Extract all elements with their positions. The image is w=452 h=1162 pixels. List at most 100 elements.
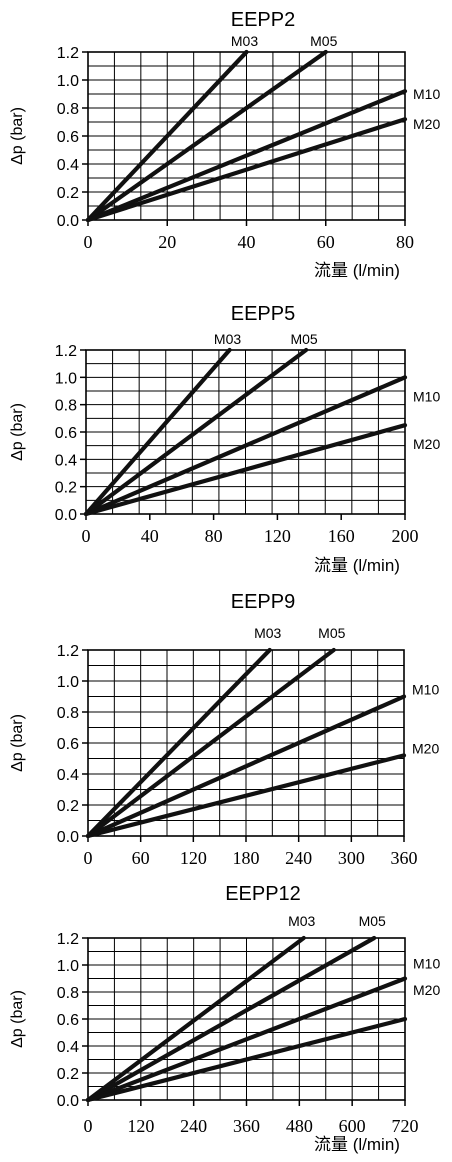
series-label-m10: M10 <box>412 682 439 698</box>
chart-title: EEPP12 <box>225 883 301 905</box>
series-label-m20: M20 <box>413 116 440 132</box>
x-tick-label: 0 <box>82 526 91 546</box>
y-tick-label: 0.0 <box>57 213 79 230</box>
y-tick-label: 1.0 <box>57 958 79 975</box>
y-tick-label: 0.8 <box>57 985 79 1002</box>
x-tick-label: 120 <box>127 1116 154 1136</box>
series-line-m10 <box>85 694 407 839</box>
x-tick-label: 0 <box>84 1116 93 1136</box>
series-label-m05: M05 <box>290 331 317 347</box>
series-label-m10: M10 <box>413 956 440 972</box>
grid <box>87 937 406 1101</box>
x-tick-label: 240 <box>285 848 312 868</box>
y-tick-label: 1.0 <box>55 370 77 387</box>
y-tick-label: 1.2 <box>57 45 79 62</box>
series-line-m10 <box>85 976 408 1103</box>
y-tick-label: 1.2 <box>57 643 79 660</box>
y-tick-label: 0.6 <box>57 129 79 146</box>
x-tick-label: 360 <box>233 1116 260 1136</box>
y-tick-label: 0.6 <box>57 1012 79 1029</box>
y-tick-label: 0.2 <box>55 480 77 497</box>
y-tick-label: 0.4 <box>57 157 79 174</box>
x-tick-label: 180 <box>233 848 260 868</box>
x-tick-label: 20 <box>158 232 176 252</box>
x-tick-label: 80 <box>396 232 414 252</box>
chart-svg: EEPP5 0.0 0.2 0.4 0.6 0.8 1.0 1.2 0 40 80 120 160 200… <box>9 303 440 575</box>
series-label-m10: M10 <box>413 388 440 404</box>
series-line-m05 <box>85 49 328 223</box>
chart-title: EEPP2 <box>231 9 295 31</box>
y-tick-label: 0.8 <box>57 101 79 118</box>
grid <box>85 349 406 515</box>
series-label-m03: M03 <box>214 331 241 347</box>
chart-svg: EEPP9 0.0 0.2 0.4 0.6 0.8 1.0 1.2 0 60 120 180 240 30… <box>9 591 439 894</box>
y-tick-label: 0.2 <box>57 185 79 202</box>
series-label-m20: M20 <box>413 436 440 452</box>
chart-title: EEPP5 <box>231 303 295 325</box>
y-tick-label: 0.4 <box>55 452 77 469</box>
x-tick-label: 0 <box>84 232 93 252</box>
series-line-m20 <box>85 753 407 839</box>
chart-panel-eepp5: EEPP5 0.0 0.2 0.4 0.6 0.8 1.0 1.2 0 40 80 120 160 200… <box>0 296 452 584</box>
series-line-m03 <box>83 347 232 517</box>
y-tick-label: 0.6 <box>57 736 79 753</box>
series-line-m03 <box>85 49 249 223</box>
series-label-m20: M20 <box>413 982 440 998</box>
x-tick-label: 60 <box>132 848 150 868</box>
y-tick-label: 0.6 <box>55 425 77 442</box>
y-tick-label: 0.2 <box>57 798 79 815</box>
chart-panel-eepp12: EEPP12 0.0 0.2 0.4 0.6 0.8 1.0 1.2 0 120 240 360 480… <box>0 874 452 1157</box>
series-line-m20 <box>85 117 408 223</box>
series-line-m05 <box>85 647 336 839</box>
x-tick-label: 720 <box>392 1116 419 1136</box>
x-axis-label: 流量 (l/min) <box>314 1135 400 1154</box>
y-tick-label: 1.2 <box>57 931 79 948</box>
y-tick-label: 1.2 <box>55 343 77 360</box>
y-tick-label: 1.0 <box>57 73 79 90</box>
series-label-m05: M05 <box>359 913 386 929</box>
series-line-m20 <box>85 1016 408 1103</box>
x-tick-label: 300 <box>338 848 365 868</box>
x-tick-label: 0 <box>84 848 93 868</box>
chart-svg: EEPP2 0.0 0.2 0.4 0.6 0.8 1.0 1.2 0 20 40 60 80 Δp (b… <box>9 9 440 280</box>
series-line-m10 <box>83 375 408 517</box>
series-label-m05: M05 <box>310 33 337 49</box>
x-axis-label: 流量 (l/min) <box>314 261 400 280</box>
chart-title: EEPP9 <box>231 591 295 613</box>
x-tick-label: 80 <box>205 526 223 546</box>
y-axis-label: Δp (bar) <box>9 990 26 1048</box>
y-tick-label: 0.8 <box>55 398 77 415</box>
y-tick-label: 0.0 <box>55 507 77 524</box>
series-label-m03: M03 <box>288 913 315 929</box>
y-tick-label: 0.0 <box>57 1093 79 1110</box>
series-line-m10 <box>85 89 408 223</box>
x-tick-label: 240 <box>180 1116 207 1136</box>
chart-panel-eepp2: EEPP2 0.0 0.2 0.4 0.6 0.8 1.0 1.2 0 20 40 60 80 Δp (b… <box>0 0 452 286</box>
series-line-m03 <box>85 935 306 1103</box>
x-tick-label: 120 <box>264 526 291 546</box>
y-tick-label: 0.0 <box>57 829 79 846</box>
series-label-m10: M10 <box>413 86 440 102</box>
x-tick-label: 200 <box>392 526 419 546</box>
x-tick-label: 60 <box>317 232 335 252</box>
chart-panel-eepp9: EEPP9 0.0 0.2 0.4 0.6 0.8 1.0 1.2 0 60 120 180 240 30… <box>0 584 452 894</box>
y-tick-label: 0.4 <box>57 1039 79 1056</box>
series-label-m20: M20 <box>412 740 439 756</box>
x-tick-label: 160 <box>328 526 355 546</box>
x-tick-label: 40 <box>141 526 159 546</box>
series-line-m20 <box>83 423 408 517</box>
x-tick-label: 480 <box>286 1116 313 1136</box>
series-label-m05: M05 <box>318 625 345 641</box>
x-axis-label: 流量 (l/min) <box>314 556 400 575</box>
x-tick-label: 600 <box>339 1116 366 1136</box>
series-line-m05 <box>85 935 377 1103</box>
chart-svg: EEPP12 0.0 0.2 0.4 0.6 0.8 1.0 1.2 0 120 240 360 480… <box>9 883 440 1154</box>
series-label-m03: M03 <box>231 33 258 49</box>
y-tick-label: 0.8 <box>57 705 79 722</box>
y-tick-label: 1.0 <box>57 674 79 691</box>
y-tick-label: 0.2 <box>57 1066 79 1083</box>
y-axis-label: Δp (bar) <box>9 107 26 165</box>
series-label-m03: M03 <box>254 625 281 641</box>
x-tick-label: 360 <box>391 848 418 868</box>
y-axis-label: Δp (bar) <box>9 714 26 772</box>
